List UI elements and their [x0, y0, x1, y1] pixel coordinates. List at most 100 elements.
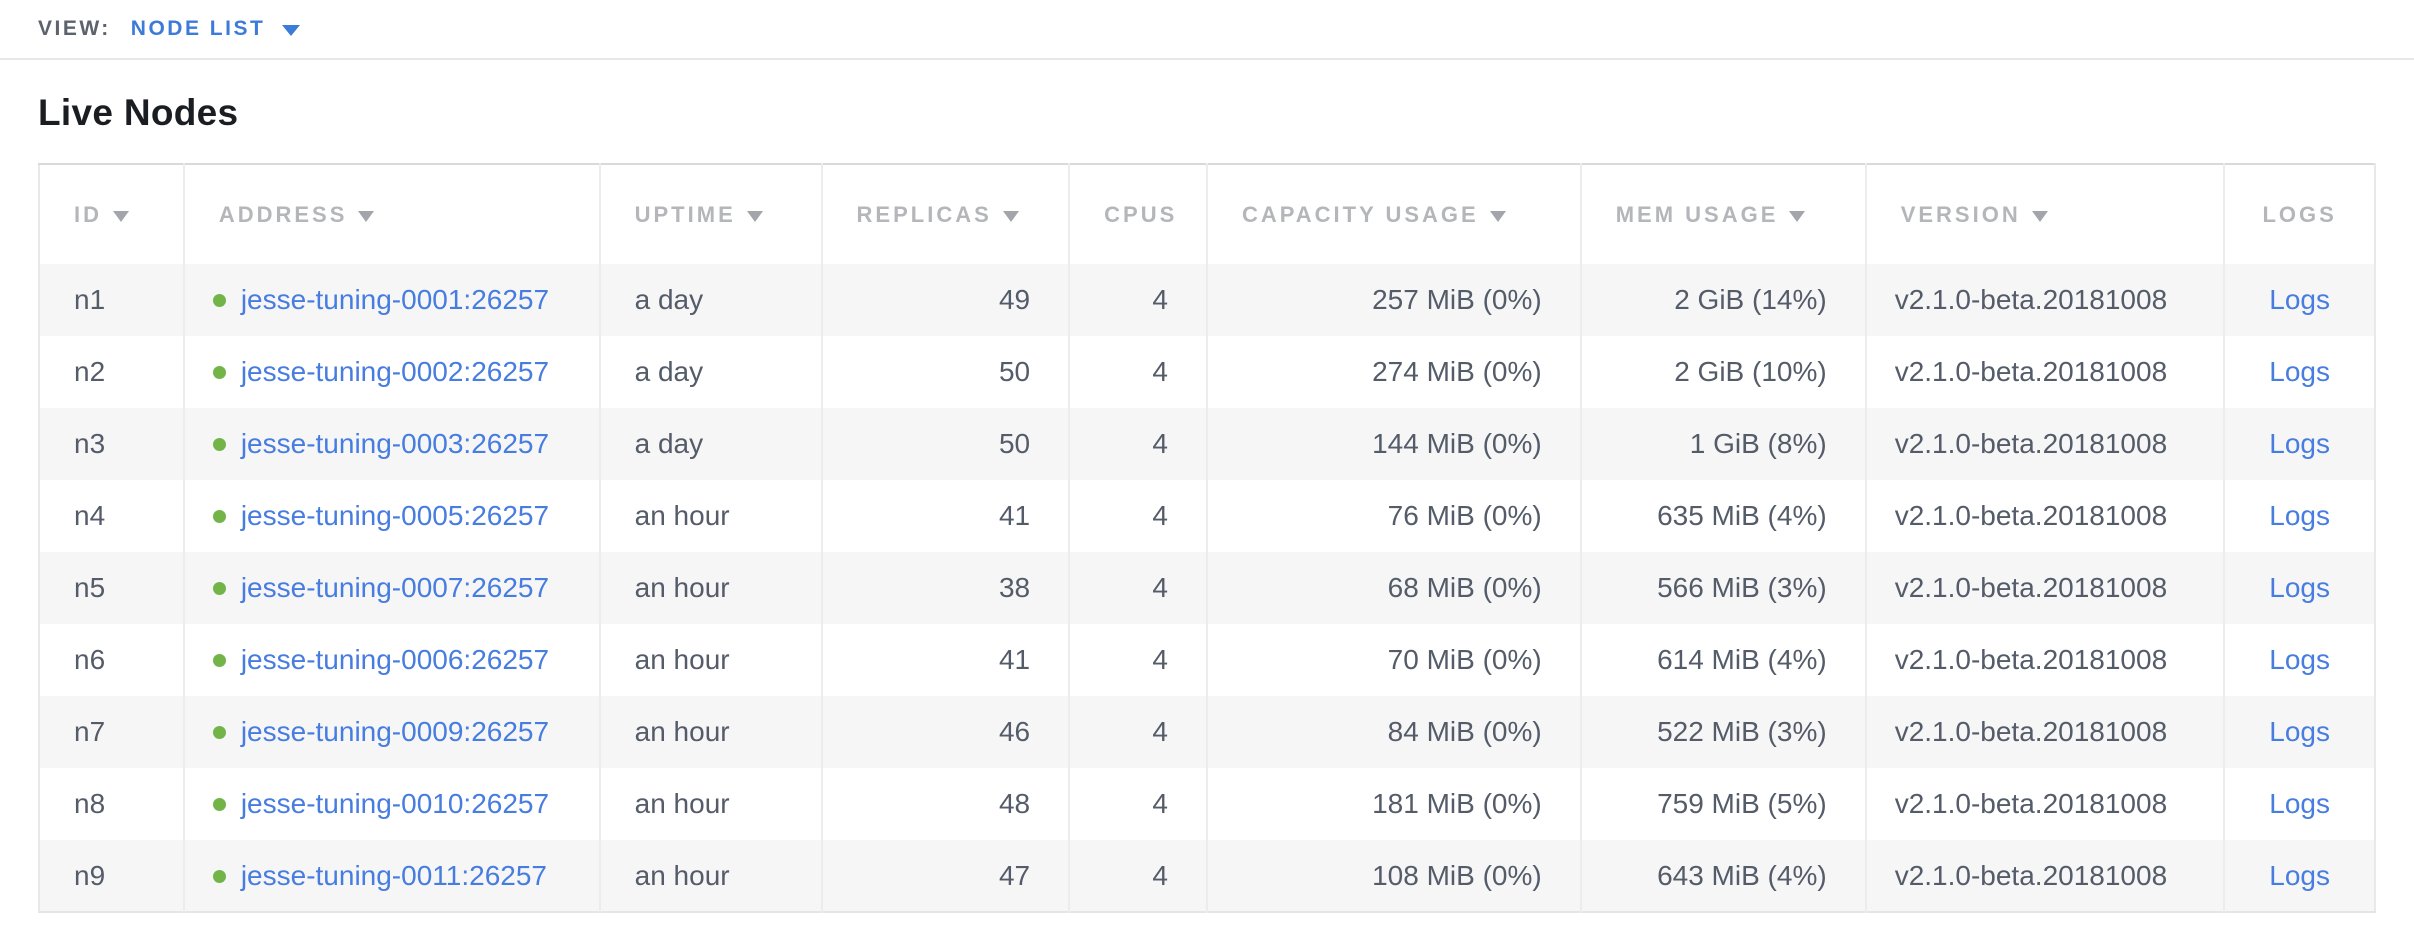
column-header-label: MEM USAGE — [1616, 202, 1779, 227]
node-row: n6 jesse-tuning-0006:26257 an hour41470 Mi… — [39, 624, 2375, 696]
column-header-logs: LOGS — [2224, 164, 2375, 264]
live-nodes-table: ID ADDRESS UPTIME REPLICAS CPUS CAPACITY USAG… — [38, 163, 2376, 913]
node-address-link[interactable]: jesse-tuning-0005:26257 — [241, 500, 549, 531]
view-dropdown[interactable]: NODE LIST — [131, 17, 301, 41]
sort-desc-icon — [1490, 211, 1506, 222]
cell-uptime: a day — [600, 264, 822, 336]
view-bar: VIEW: NODE LIST — [0, 0, 2414, 60]
node-logs-link[interactable]: Logs — [2269, 644, 2330, 675]
node-logs-link[interactable]: Logs — [2269, 428, 2330, 459]
cell-capacity: 274 MiB (0%) — [1207, 336, 1581, 408]
node-address-link[interactable]: jesse-tuning-0009:26257 — [241, 716, 549, 747]
cell-uptime: a day — [600, 408, 822, 480]
node-address-link[interactable]: jesse-tuning-0007:26257 — [241, 572, 549, 603]
column-header-label: CAPACITY USAGE — [1242, 202, 1479, 227]
cell-version: v2.1.0-beta.20181008 — [1866, 336, 2225, 408]
cell-capacity: 76 MiB (0%) — [1207, 480, 1581, 552]
node-address-link[interactable]: jesse-tuning-0002:26257 — [241, 356, 549, 387]
cell-cpus: 4 — [1069, 624, 1207, 696]
node-row: n3 jesse-tuning-0003:26257 a day504144 MiB… — [39, 408, 2375, 480]
cell-uptime: an hour — [600, 768, 822, 840]
node-healthy-icon — [213, 510, 226, 523]
column-header-mem[interactable]: MEM USAGE — [1581, 164, 1866, 264]
cell-logs: Logs — [2224, 264, 2375, 336]
cell-cpus: 4 — [1069, 408, 1207, 480]
cell-cpus: 4 — [1069, 264, 1207, 336]
cell-capacity: 144 MiB (0%) — [1207, 408, 1581, 480]
node-logs-link[interactable]: Logs — [2269, 284, 2330, 315]
node-logs-link[interactable]: Logs — [2269, 500, 2330, 531]
sort-desc-icon — [1003, 211, 1019, 222]
cell-version: v2.1.0-beta.20181008 — [1866, 264, 2225, 336]
node-address-link[interactable]: jesse-tuning-0001:26257 — [241, 284, 549, 315]
column-header-id[interactable]: ID — [39, 164, 184, 264]
cell-replicas: 50 — [822, 408, 1070, 480]
node-address-link[interactable]: jesse-tuning-0010:26257 — [241, 788, 549, 819]
cell-mem: 759 MiB (5%) — [1581, 768, 1866, 840]
column-header-replicas[interactable]: REPLICAS — [822, 164, 1070, 264]
node-logs-link[interactable]: Logs — [2269, 572, 2330, 603]
node-healthy-icon — [213, 582, 226, 595]
cell-mem: 635 MiB (4%) — [1581, 480, 1866, 552]
node-logs-link[interactable]: Logs — [2269, 356, 2330, 387]
node-healthy-icon — [213, 726, 226, 739]
sort-desc-icon — [747, 211, 763, 222]
node-row: n4jesse-tuning-0005:26257an hour41476 Mi… — [39, 480, 2375, 552]
node-row: n9jesse-tuning-0011:26257an hour474108 M… — [39, 840, 2375, 912]
node-healthy-icon — [213, 870, 226, 883]
cell-id: n3 — [39, 408, 184, 480]
cell-cpus: 4 — [1069, 480, 1207, 552]
column-header-address[interactable]: ADDRESS — [184, 164, 600, 264]
node-row: n1jesse-tuning-0001:26257a day494257 MiB… — [39, 264, 2375, 336]
cell-id: n8 — [39, 768, 184, 840]
cell-logs: Logs — [2224, 696, 2375, 768]
cell-replicas: 38 — [822, 552, 1070, 624]
cell-address: jesse-tuning-0006:26257 — [184, 624, 600, 696]
sort-desc-icon — [2032, 211, 2048, 222]
cell-version: v2.1.0-beta.20181008 — [1866, 552, 2225, 624]
column-header-uptime[interactable]: UPTIME — [600, 164, 822, 264]
column-header-label: CPUS — [1104, 202, 1177, 227]
view-label: VIEW: — [38, 17, 111, 41]
node-logs-link[interactable]: Logs — [2269, 860, 2330, 891]
cell-address: jesse-tuning-0007:26257 — [184, 552, 600, 624]
column-header-version[interactable]: VERSION — [1866, 164, 2225, 264]
view-selected-value: NODE LIST — [131, 17, 266, 41]
cell-mem: 2 GiB (10%) — [1581, 336, 1866, 408]
node-address-link[interactable]: jesse-tuning-0006:26257 — [241, 644, 549, 675]
cell-address: jesse-tuning-0001:26257 — [184, 264, 600, 336]
cell-replicas: 41 — [822, 480, 1070, 552]
node-healthy-icon — [213, 294, 226, 307]
node-logs-link[interactable]: Logs — [2269, 788, 2330, 819]
cell-mem: 522 MiB (3%) — [1581, 696, 1866, 768]
cell-cpus: 4 — [1069, 768, 1207, 840]
column-header-label: REPLICAS — [857, 202, 992, 227]
cell-uptime: an hour — [600, 624, 822, 696]
node-healthy-icon — [213, 438, 226, 451]
cell-id: n6 — [39, 624, 184, 696]
node-address-link[interactable]: jesse-tuning-0003:26257 — [241, 428, 549, 459]
cell-logs: Logs — [2224, 480, 2375, 552]
column-header-label: ID — [74, 202, 102, 227]
chevron-down-icon — [282, 25, 300, 36]
sort-desc-icon — [113, 211, 129, 222]
cell-mem: 566 MiB (3%) — [1581, 552, 1866, 624]
cell-version: v2.1.0-beta.20181008 — [1866, 480, 2225, 552]
column-header-capacity[interactable]: CAPACITY USAGE — [1207, 164, 1581, 264]
node-logs-link[interactable]: Logs — [2269, 716, 2330, 747]
node-address-link[interactable]: jesse-tuning-0011:26257 — [241, 860, 547, 891]
column-header-label: LOGS — [2262, 202, 2336, 227]
cell-mem: 614 MiB (4%) — [1581, 624, 1866, 696]
node-row: n2jesse-tuning-0002:26257a day504274 MiB… — [39, 336, 2375, 408]
cell-address: jesse-tuning-0011:26257 — [184, 840, 600, 912]
cell-logs: Logs — [2224, 840, 2375, 912]
column-header-cpus: CPUS — [1069, 164, 1207, 264]
column-header-label: UPTIME — [635, 202, 736, 227]
cell-replicas: 41 — [822, 624, 1070, 696]
cell-uptime: an hour — [600, 480, 822, 552]
cell-capacity: 70 MiB (0%) — [1207, 624, 1581, 696]
cell-uptime: an hour — [600, 696, 822, 768]
cell-uptime: an hour — [600, 840, 822, 912]
cell-address: jesse-tuning-0003:26257 — [184, 408, 600, 480]
sort-desc-icon — [1789, 211, 1805, 222]
